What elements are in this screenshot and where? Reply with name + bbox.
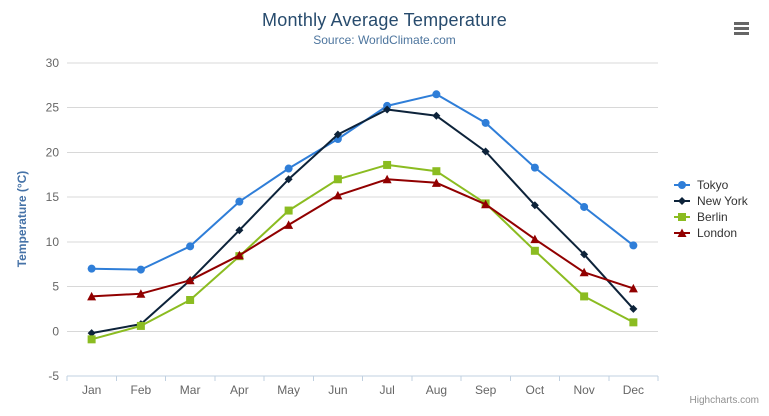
data-point-new-york-oct[interactable] <box>530 201 539 210</box>
legend-label: Berlin <box>697 210 728 224</box>
x-axis-label: Aug <box>426 383 447 397</box>
legend-marker-diamond-icon <box>674 197 690 205</box>
data-point-berlin-jan[interactable] <box>87 335 96 344</box>
data-point-tokyo-sep[interactable] <box>481 118 490 127</box>
y-axis-label: 30 <box>46 56 60 70</box>
data-point-berlin-feb[interactable] <box>136 321 145 330</box>
y-axis-label: 5 <box>52 280 59 294</box>
x-axis-label: Jan <box>82 383 101 397</box>
data-point-new-york-apr[interactable] <box>235 226 244 235</box>
data-point-new-york-dec[interactable] <box>629 304 638 313</box>
data-point-berlin-aug[interactable] <box>432 167 441 176</box>
data-point-berlin-oct[interactable] <box>530 246 539 255</box>
data-point-london-feb[interactable] <box>136 289 146 298</box>
data-point-tokyo-nov[interactable] <box>580 202 589 211</box>
legend-item-new-york[interactable]: New York <box>674 194 748 208</box>
data-point-tokyo-feb[interactable] <box>136 265 145 274</box>
data-point-london-jun[interactable] <box>333 190 343 200</box>
legend-label: London <box>697 226 738 240</box>
series-line-tokyo <box>90 93 635 271</box>
data-point-new-york-jun[interactable] <box>333 130 342 139</box>
data-point-new-york-may[interactable] <box>284 175 293 184</box>
y-axis-label: -5 <box>48 369 59 383</box>
legend: Tokyo New York Berlin London <box>674 178 748 242</box>
export-menu-button[interactable] <box>729 16 753 40</box>
legend-item-berlin[interactable]: Berlin <box>674 210 748 224</box>
marker <box>678 197 686 205</box>
x-axis-label: Nov <box>573 383 594 397</box>
x-axis-label: Apr <box>230 383 249 397</box>
data-point-tokyo-oct[interactable] <box>530 163 539 172</box>
data-point-london-dec[interactable] <box>628 283 638 293</box>
y-axis-label: 20 <box>46 145 60 159</box>
x-axis-label: Dec <box>623 383 644 397</box>
legend-label: Tokyo <box>697 178 729 192</box>
hamburger-menu-icon <box>732 21 750 35</box>
x-axis-label: Jun <box>328 383 347 397</box>
x-axis-label: May <box>277 383 300 397</box>
x-axis-label: Sep <box>475 383 497 397</box>
data-point-london-aug[interactable] <box>431 178 441 187</box>
series-line-berlin <box>90 163 635 341</box>
data-point-new-york-sep[interactable] <box>481 147 490 156</box>
series-line-london <box>90 178 635 298</box>
legend-marker-circle-icon <box>674 181 690 189</box>
data-point-london-apr[interactable] <box>234 250 244 260</box>
legend-item-london[interactable]: London <box>674 226 748 240</box>
x-axis-label: Mar <box>180 383 201 397</box>
data-point-tokyo-may[interactable] <box>284 164 293 173</box>
y-axis-label: 25 <box>46 101 60 115</box>
credits-link[interactable]: Highcharts.com <box>689 395 759 406</box>
data-point-london-nov[interactable] <box>579 267 589 277</box>
x-axis-label: Jul <box>379 383 394 397</box>
data-point-tokyo-jan[interactable] <box>87 264 96 273</box>
data-point-new-york-jul[interactable] <box>383 105 392 114</box>
y-axis-title: Temperature (°C) <box>15 170 29 268</box>
y-axis-label: 0 <box>52 324 59 338</box>
data-point-new-york-jan[interactable] <box>87 329 96 338</box>
marker <box>678 181 686 189</box>
data-point-berlin-mar[interactable] <box>186 295 195 304</box>
data-point-berlin-jul[interactable] <box>383 160 392 169</box>
series-line-new-york <box>90 108 635 335</box>
data-point-tokyo-apr[interactable] <box>235 197 244 206</box>
data-point-london-sep[interactable] <box>481 199 491 209</box>
data-point-london-jul[interactable] <box>382 174 392 184</box>
chart-title: Monthly Average Temperature <box>262 10 507 30</box>
data-point-tokyo-aug[interactable] <box>432 90 441 99</box>
legend-marker-triangle-icon <box>674 228 690 237</box>
data-point-london-jan[interactable] <box>87 291 97 301</box>
data-point-new-york-aug[interactable] <box>432 111 441 120</box>
legend-label: New York <box>697 194 748 208</box>
marker <box>677 228 687 237</box>
data-point-london-may[interactable] <box>284 220 294 229</box>
y-axis-label: 15 <box>46 190 60 204</box>
data-point-tokyo-mar[interactable] <box>186 242 195 251</box>
chart-subtitle: Source: WorldClimate.com <box>313 33 456 47</box>
data-point-berlin-nov[interactable] <box>580 292 589 301</box>
x-axis-label: Oct <box>526 383 545 397</box>
data-point-berlin-jun[interactable] <box>333 175 342 184</box>
legend-item-tokyo[interactable]: Tokyo <box>674 178 748 192</box>
data-point-berlin-may[interactable] <box>284 206 293 215</box>
data-point-new-york-nov[interactable] <box>580 250 589 259</box>
data-point-tokyo-dec[interactable] <box>629 241 638 250</box>
data-point-london-mar[interactable] <box>185 275 195 285</box>
data-point-london-oct[interactable] <box>530 234 540 244</box>
marker <box>678 213 686 221</box>
x-axis-label: Feb <box>131 383 152 397</box>
legend-marker-square-icon <box>674 213 690 221</box>
y-axis-label: 10 <box>46 235 60 249</box>
data-point-berlin-dec[interactable] <box>629 318 638 327</box>
